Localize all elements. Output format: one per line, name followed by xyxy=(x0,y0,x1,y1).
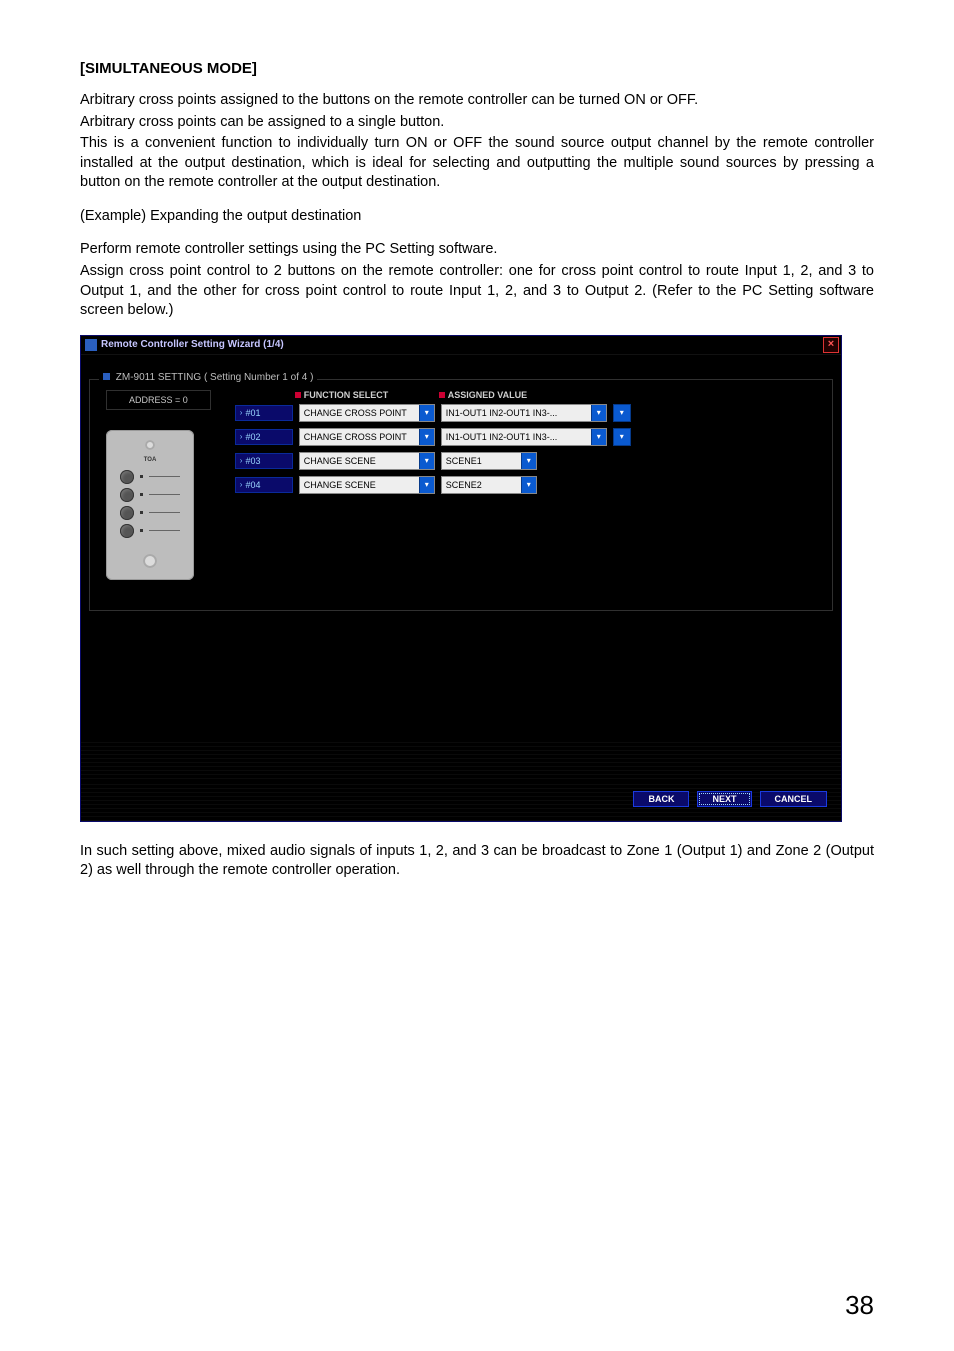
row-id-label: ›#04 xyxy=(235,477,293,493)
row-id-label: ›#02 xyxy=(235,429,293,445)
remote-controller-image: TOA xyxy=(106,430,194,580)
row-id-text: #03 xyxy=(245,456,260,466)
wizard-title: Remote Controller Setting Wizard (1/4) xyxy=(83,339,284,351)
chevron-right-icon: › xyxy=(240,456,243,465)
assigned-value-dropdown[interactable]: IN1-OUT1 IN2-OUT1 IN3-... ▾ xyxy=(441,404,607,422)
paragraph: Perform remote controller settings using… xyxy=(80,240,874,260)
panel-title: ZM-9011 SETTING ( Setting Number 1 of 4 … xyxy=(99,372,317,383)
dot-icon xyxy=(140,529,143,532)
chevron-down-icon: ▾ xyxy=(419,429,434,445)
value-detail-button[interactable]: ▾ xyxy=(613,404,631,422)
header-assigned-value: ASSIGNED VALUE xyxy=(439,390,527,400)
paragraph: Assign cross point control to 2 buttons … xyxy=(80,262,874,321)
settings-headers: FUNCTION SELECT ASSIGNED VALUE xyxy=(235,390,816,400)
dot-icon xyxy=(140,475,143,478)
page-number: 38 xyxy=(845,1290,874,1321)
remote-button-icon xyxy=(120,470,134,484)
remote-button-icon xyxy=(120,524,134,538)
paragraph: In such setting above, mixed audio signa… xyxy=(80,842,874,881)
chevron-right-icon: › xyxy=(240,408,243,417)
assigned-value-text: IN1-OUT1 IN2-OUT1 IN3-... xyxy=(446,432,558,442)
chevron-down-icon: ▾ xyxy=(591,429,606,445)
close-icon[interactable]: × xyxy=(823,337,839,353)
function-select-value: CHANGE CROSS POINT xyxy=(304,432,407,442)
dot-icon xyxy=(140,511,143,514)
assigned-value-text: IN1-OUT1 IN2-OUT1 IN3-... xyxy=(446,408,558,418)
panel-title-text: ZM-9011 SETTING ( Setting Number 1 of 4 … xyxy=(116,372,314,383)
marker-icon xyxy=(439,392,445,398)
paragraph: Arbitrary cross points assigned to the b… xyxy=(80,91,874,111)
paragraph: Arbitrary cross points can be assigned t… xyxy=(80,113,874,133)
paragraph: This is a convenient function to individ… xyxy=(80,134,874,193)
wizard-titlebar[interactable]: Remote Controller Setting Wizard (1/4) × xyxy=(81,336,841,355)
back-button[interactable]: BACK xyxy=(633,791,689,807)
row-id-text: #04 xyxy=(245,480,260,490)
chevron-down-icon: ▾ xyxy=(521,453,536,469)
chevron-down-icon: ▾ xyxy=(521,477,536,493)
function-select-value: CHANGE SCENE xyxy=(304,480,376,490)
row-id-text: #02 xyxy=(245,432,260,442)
assigned-value-dropdown[interactable]: SCENE2 ▾ xyxy=(441,476,537,494)
wizard-window: Remote Controller Setting Wizard (1/4) ×… xyxy=(80,335,842,822)
function-select-dropdown[interactable]: CHANGE SCENE ▾ xyxy=(299,452,435,470)
header-function-select: FUNCTION SELECT xyxy=(295,390,431,400)
assigned-value-dropdown[interactable]: SCENE1 ▾ xyxy=(441,452,537,470)
next-button[interactable]: NEXT xyxy=(697,791,751,807)
section-heading: [SIMULTANEOUS MODE] xyxy=(80,60,874,77)
value-detail-button[interactable]: ▾ xyxy=(613,428,631,446)
setting-row: ›#04 CHANGE SCENE ▾ SCENE2 ▾ xyxy=(235,476,816,494)
function-select-value: CHANGE SCENE xyxy=(304,456,376,466)
chevron-down-icon: ▾ xyxy=(419,405,434,421)
function-select-value: CHANGE CROSS POINT xyxy=(304,408,407,418)
function-select-dropdown[interactable]: CHANGE CROSS POINT ▾ xyxy=(299,428,435,446)
address-label: ADDRESS = 0 xyxy=(106,390,211,410)
chevron-right-icon: › xyxy=(240,432,243,441)
wizard-body: ZM-9011 SETTING ( Setting Number 1 of 4 … xyxy=(81,355,841,741)
marker-icon xyxy=(295,392,301,398)
chevron-right-icon: › xyxy=(240,480,243,489)
row-id-label: ›#03 xyxy=(235,453,293,469)
header-assigned-value-text: ASSIGNED VALUE xyxy=(448,390,527,400)
setting-row: ›#02CHANGE CROSS POINT▾IN1-OUT1 IN2-OUT1… xyxy=(235,428,816,446)
chevron-down-icon: ▾ xyxy=(591,405,606,421)
app-icon xyxy=(85,339,97,351)
assigned-value-dropdown[interactable]: IN1-OUT1 IN2-OUT1 IN3-... ▾ xyxy=(441,428,607,446)
remote-brand-label: TOA xyxy=(144,457,157,463)
wizard-title-text: Remote Controller Setting Wizard (1/4) xyxy=(101,339,284,350)
remote-buttons xyxy=(120,470,180,542)
cancel-button[interactable]: CANCEL xyxy=(760,791,828,807)
assigned-value-text: SCENE1 xyxy=(446,456,482,466)
example-label: (Example) Expanding the output destinati… xyxy=(80,207,874,227)
chevron-down-icon: ▾ xyxy=(419,477,434,493)
left-column: ADDRESS = 0 TOA xyxy=(106,390,211,580)
setting-row: ›#03 CHANGE SCENE ▾ SCENE1 ▾ xyxy=(235,452,816,470)
row-id-text: #01 xyxy=(245,408,260,418)
setting-row: ›#01CHANGE CROSS POINT▾IN1-OUT1 IN2-OUT1… xyxy=(235,404,816,422)
settings-fieldset: ADDRESS = 0 TOA xyxy=(89,379,833,611)
assigned-value-text: SCENE2 xyxy=(446,480,482,490)
panel-marker-icon xyxy=(103,373,110,380)
function-select-dropdown[interactable]: CHANGE SCENE ▾ xyxy=(299,476,435,494)
dot-icon xyxy=(140,493,143,496)
chevron-down-icon: ▾ xyxy=(419,453,434,469)
row-id-label: ›#01 xyxy=(235,405,293,421)
remote-button-icon xyxy=(120,488,134,502)
function-select-dropdown[interactable]: CHANGE CROSS POINT ▾ xyxy=(299,404,435,422)
header-function-select-text: FUNCTION SELECT xyxy=(304,390,389,400)
wizard-footer: BACK NEXT CANCEL xyxy=(81,781,841,821)
remote-button-icon xyxy=(120,506,134,520)
settings-column: FUNCTION SELECT ASSIGNED VALUE ›#01CHANG… xyxy=(235,390,816,500)
